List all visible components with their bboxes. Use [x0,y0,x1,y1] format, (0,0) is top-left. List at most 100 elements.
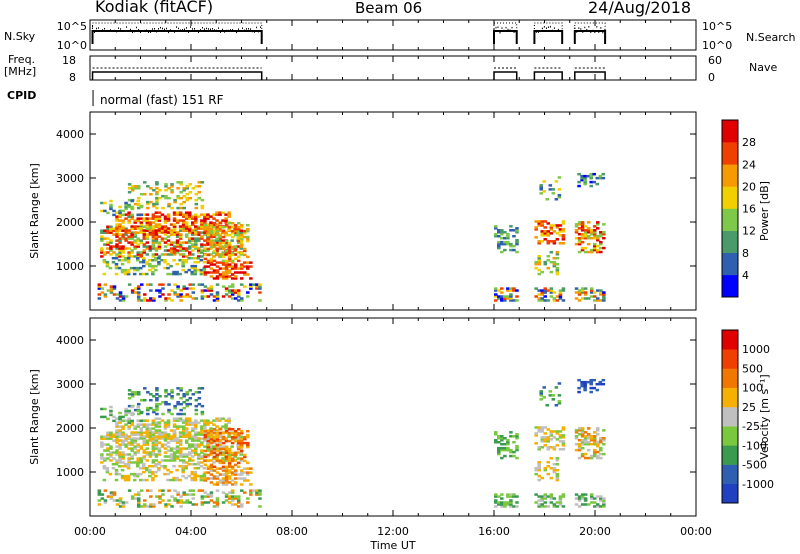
velocity-cell [106,433,110,436]
velocity-cell [179,495,183,498]
velocity-cell [215,497,220,500]
power-cell [236,267,241,270]
velocity-cell [148,433,153,436]
velocity-cell [589,439,594,442]
power-cell [599,299,603,302]
power-cell [181,215,186,218]
velocity-cell [163,451,168,454]
velocity-cell [132,472,137,476]
velocity-cell [221,481,226,484]
power-cell [191,223,195,226]
velocity-cell [127,417,131,420]
power-cell [537,220,541,223]
power-cell [115,215,119,218]
power-cell [117,258,122,262]
power-cell [206,249,210,252]
velocity-cell [135,474,140,478]
velocity-cell [124,411,128,415]
velocity-cell [109,433,113,436]
power-cell [599,234,603,238]
power-cell [599,240,603,244]
power-cell [139,205,144,209]
velocity-cell [546,448,551,451]
power-cell [589,236,594,240]
power-cell [149,200,153,204]
velocity-cell [151,449,156,452]
velocity-cell [133,445,137,448]
velocity-cell [212,439,217,443]
power-cell [236,222,241,225]
power-cell [187,229,192,232]
power-cell [592,295,597,298]
power-cell [595,176,600,180]
velocity-cell [552,462,557,466]
power-cell [135,258,140,262]
velocity-cell [227,471,232,474]
velocity-cell [537,499,541,502]
velocity-cell [175,441,180,444]
power-cell [151,239,156,242]
power-cell [592,231,597,234]
power-cell [111,256,116,260]
velocity-cell [112,419,116,423]
power-cell [145,272,149,276]
power-cell [130,243,134,246]
power-cell [130,255,134,258]
power-cell [227,245,231,248]
power-cell [181,255,186,258]
velocity-cell [152,408,156,412]
power-cell [184,217,189,220]
power-cell [181,249,186,252]
velocity-cell [185,499,189,502]
velocity-cell [106,449,110,452]
velocity-cell [187,417,192,420]
velocity-cell [184,421,189,424]
velocity-cell [100,455,104,458]
power-cell [552,224,557,227]
velocity-cell [543,438,548,441]
power-cell [215,213,219,216]
velocity-cell [139,447,144,450]
velocity-cell [574,431,579,434]
velocity-cell [599,497,603,500]
velocity-cell [230,503,235,506]
power-cell [172,229,177,232]
power-cell [543,230,548,233]
power-cell [181,264,185,268]
power-cell [109,229,113,232]
velocity-cell [181,470,185,474]
velocity-cell [179,412,183,416]
power-cell [127,198,132,202]
power-cell [136,255,140,258]
power-cell [151,215,156,218]
velocity-cell [221,437,226,441]
velocity-cell [586,437,591,440]
power-cell [143,181,147,184]
velocity-cell [583,382,587,386]
velocity-cell [209,437,214,441]
colorbar-title: Velocity [m s⁻¹] [758,374,771,459]
power-cell [172,225,177,228]
power-cell [227,249,232,253]
velocity-cell [172,451,177,454]
power-cell [197,251,201,254]
velocity-cell [181,433,186,436]
power-cell [146,202,150,206]
power-cell [97,297,102,300]
velocity-colorbar-segment [722,445,738,465]
power-cell [178,237,183,240]
power-cell [121,213,125,217]
power-cell [139,231,144,234]
power-cell [100,229,104,232]
power-cell [227,257,232,261]
power-cell [187,253,192,256]
power-cell [133,287,138,290]
velocity-cell [155,389,159,392]
velocity-cell [139,423,144,426]
velocity-cell [258,491,262,494]
power-cell [157,227,162,230]
velocity-cell [109,435,113,438]
velocity-cell [592,378,597,382]
power-cell [554,198,559,201]
power-cell [227,263,232,266]
